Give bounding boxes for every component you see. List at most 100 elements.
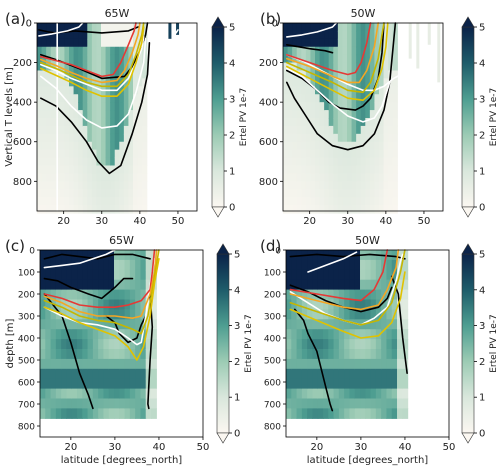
- heatmap-cell: [73, 46, 79, 56]
- heatmap-cell: [324, 133, 330, 143]
- heatmap-cell: [135, 299, 142, 310]
- panel-title: 50W: [351, 7, 376, 20]
- heatmap-cell: [129, 368, 136, 380]
- heatmap-cell: [82, 102, 88, 111]
- heatmap-cell: [328, 269, 335, 281]
- heatmap-cell: [55, 388, 62, 400]
- heatmap-cell: [338, 309, 345, 320]
- heatmap-cell: [305, 133, 312, 143]
- heatmap-cell: [291, 368, 298, 380]
- heatmap-cell: [66, 408, 73, 419]
- heatmap-cell: [344, 329, 351, 340]
- heatmap-cell: [40, 408, 46, 419]
- heatmap-cell: [351, 117, 357, 127]
- heatmap-cell: [374, 149, 380, 159]
- heatmap-cell: [91, 86, 98, 95]
- heatmap-cell: [379, 189, 385, 198]
- heatmap-cell: [354, 309, 361, 320]
- heatmap-cell: [337, 78, 344, 87]
- heatmap-cell: [69, 110, 75, 119]
- heatmap-cell: [324, 78, 330, 87]
- heatmap-cell: [41, 70, 47, 80]
- heatmap-cell: [108, 259, 115, 271]
- heatmap-cell: [78, 165, 84, 174]
- heatmap-cell: [392, 110, 398, 119]
- y-tick-label: 800: [259, 177, 278, 188]
- heatmap-cell: [46, 141, 52, 151]
- heatmap-cell: [73, 117, 79, 127]
- heatmap-cell: [71, 279, 78, 291]
- heatmap-cell: [114, 368, 120, 380]
- heatmap-cell: [370, 319, 377, 330]
- heatmap-cell: [73, 38, 79, 48]
- heatmap-cell: [365, 349, 372, 360]
- colorbar-tick-label: 2: [479, 131, 485, 142]
- heatmap-cell: [41, 141, 47, 151]
- heatmap-cell: [402, 309, 409, 320]
- heatmap-cell: [283, 86, 289, 95]
- heatmap-cell: [110, 165, 116, 174]
- heatmap-cell: [397, 398, 403, 409]
- heatmap-cell: [105, 173, 111, 182]
- heatmap-cell: [397, 289, 403, 301]
- heatmap-cell: [114, 197, 120, 206]
- heatmap-cell: [333, 125, 339, 135]
- heatmap-cell: [124, 269, 131, 281]
- heatmap-cell: [301, 117, 307, 127]
- heatmap-cell: [374, 181, 380, 190]
- heatmap-cell: [77, 329, 83, 340]
- heatmap-cell: [296, 349, 303, 360]
- heatmap-cell: [292, 205, 298, 214]
- heatmap-cell: [96, 205, 102, 214]
- heatmap-cell: [296, 378, 303, 390]
- heatmap-cell: [328, 133, 334, 143]
- heatmap-cell: [305, 141, 312, 151]
- heatmap-cell: [133, 149, 139, 159]
- heatmap-cell: [328, 165, 334, 174]
- heatmap-cell: [296, 110, 302, 119]
- heatmap-cell: [108, 339, 115, 350]
- heatmap-cell: [105, 189, 111, 198]
- colorbar-extend-top: [216, 243, 230, 255]
- heatmap-cell: [110, 125, 116, 135]
- heatmap-cell: [305, 181, 312, 190]
- heatmap-cell: [328, 368, 335, 380]
- heatmap-cell: [301, 133, 307, 143]
- y-tick-label: 0: [26, 19, 32, 30]
- heatmap-cell: [66, 309, 73, 320]
- heatmap-cell: [347, 110, 353, 119]
- heatmap-cell: [283, 133, 289, 143]
- heatmap-cell: [356, 165, 362, 174]
- heatmap-cell: [98, 299, 105, 310]
- heatmap-cell: [365, 319, 372, 330]
- heatmap-cell: [137, 23, 143, 32]
- heatmap-cell: [337, 54, 344, 64]
- heatmap-cell: [71, 319, 78, 330]
- heatmap-cell: [360, 38, 366, 48]
- panel-title: 50W: [355, 234, 380, 247]
- plot-frame: [282, 22, 444, 212]
- heatmap-cell: [64, 205, 70, 214]
- heatmap-cell: [69, 149, 75, 159]
- heatmap-cell: [50, 279, 57, 291]
- heatmap-cell: [145, 299, 152, 310]
- heatmap-cell: [287, 117, 293, 127]
- y-tick-label: 400: [13, 98, 32, 109]
- heatmap-cell: [319, 189, 325, 198]
- y-tick-label: 800: [13, 177, 32, 188]
- heatmap-cell: [59, 165, 66, 174]
- heatmap-cell: [319, 30, 325, 40]
- heatmap-cell: [333, 388, 340, 400]
- heatmap-cell: [381, 388, 388, 400]
- heatmap-cell: [369, 125, 376, 135]
- heatmap-cell: [114, 250, 120, 261]
- heatmap-cell: [59, 38, 66, 48]
- heatmap-cell: [287, 133, 293, 143]
- heatmap-cell: [301, 62, 307, 72]
- heatmap-cell: [114, 23, 120, 32]
- heatmap-cell: [356, 149, 362, 159]
- heatmap-cell: [323, 368, 329, 380]
- heatmap-cell: [286, 289, 292, 301]
- heatmap-cell: [286, 319, 292, 330]
- heatmap-cell: [50, 149, 56, 159]
